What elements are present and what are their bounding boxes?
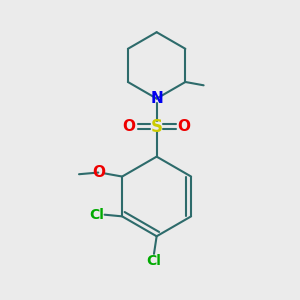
Text: Cl: Cl [146, 254, 161, 268]
Text: S: S [151, 118, 163, 136]
Text: N: N [150, 91, 163, 106]
Text: Cl: Cl [89, 208, 104, 222]
Text: O: O [123, 119, 136, 134]
Text: O: O [178, 119, 191, 134]
Text: O: O [92, 165, 105, 180]
